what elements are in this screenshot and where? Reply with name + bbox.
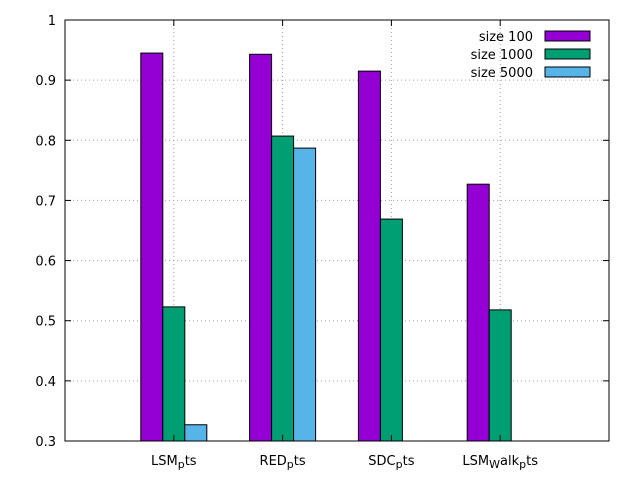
bar-size-100-2 [357,70,381,442]
x-tick-label: LSMpts [151,454,197,471]
y-tick-label: 0.6 [35,255,56,270]
legend-swatch [544,30,591,42]
y-tick-label: 0.5 [35,315,56,330]
legend-swatch [544,48,591,60]
bar-size-100-0 [140,52,164,442]
legend-label: size 100 [479,30,533,45]
x-axis: LSMpts REDpts SDCpts LSMWalkpts [151,20,538,471]
plot-frame [64,19,610,442]
legend-swatch [544,66,591,78]
bar-size-5000-1 [293,147,317,442]
bar-size-1000-2 [379,218,403,442]
y-tick-label: 0.3 [35,435,56,450]
bar-size-100-1 [249,53,273,442]
x-tick-label: REDpts [260,454,306,471]
legend-label: size 1000 [471,48,533,63]
y-axis: 0.3 0.4 0.5 0.6 0.7 0.8 0.9 1 [35,14,609,450]
legend: size 100 size 1000 size 5000 [471,30,591,81]
y-tick-label: 0.8 [35,134,56,149]
bar-size-1000-3 [488,309,512,442]
y-tick-label: 1 [48,14,56,29]
y-tick-label: 0.4 [35,375,56,390]
grid-lines [65,20,609,441]
x-tick-label: SDCpts [368,454,414,471]
bar-size-1000-0 [162,306,186,442]
x-tick-label: LSMWalkpts [462,454,538,471]
bar-size-100-3 [466,183,490,442]
bar-size-1000-1 [271,135,295,442]
bar-size-5000-0 [184,424,208,442]
bars [140,52,512,442]
y-tick-label: 0.9 [35,74,56,89]
y-tick-label: 0.7 [35,194,56,209]
legend-label: size 5000 [471,66,533,81]
